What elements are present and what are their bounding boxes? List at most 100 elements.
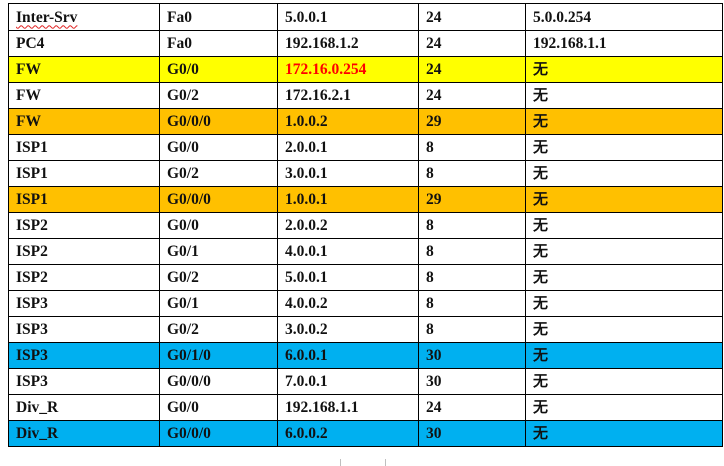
interface-cell[interactable]: G0/2: [159, 264, 278, 291]
gateway-cell[interactable]: 5.0.0.254: [525, 3, 723, 31]
table-row: FW G0/0 172.16.0.254 24 无: [8, 56, 723, 83]
interface-cell[interactable]: G0/2: [159, 160, 278, 187]
mask-cell[interactable]: 24: [418, 82, 526, 109]
mask-cell[interactable]: 29: [418, 108, 526, 135]
ip-cell[interactable]: 5.0.0.1: [277, 3, 419, 31]
table-row: ISP3 G0/0/0 7.0.0.1 30 无: [8, 368, 723, 395]
ip-cell[interactable]: 5.0.0.1: [277, 264, 419, 291]
interface-cell[interactable]: G0/0: [159, 134, 278, 161]
gateway-cell[interactable]: 无: [525, 342, 723, 369]
interface-cell[interactable]: G0/0: [159, 212, 278, 239]
ip-cell[interactable]: 3.0.0.2: [277, 316, 419, 343]
interface-cell[interactable]: G0/2: [159, 316, 278, 343]
table-row: PC4 Fa0 192.168.1.2 24 192.168.1.1: [8, 30, 723, 57]
mask-cell[interactable]: 8: [418, 290, 526, 317]
table-row: ISP3 G0/1 4.0.0.2 8 无: [8, 290, 723, 317]
ip-cell[interactable]: 4.0.0.2: [277, 290, 419, 317]
interface-cell[interactable]: Fa0: [159, 3, 278, 31]
gateway-cell[interactable]: 无: [525, 82, 723, 109]
ip-cell[interactable]: 1.0.0.2: [277, 108, 419, 135]
table-row: FW G0/2 172.16.2.1 24 无: [8, 82, 723, 109]
device-cell[interactable]: FW: [8, 108, 160, 135]
mask-cell[interactable]: 8: [418, 160, 526, 187]
ip-address-table: Inter-Srv Fa0 5.0.0.1 24 5.0.0.254 PC4 F…: [8, 3, 723, 447]
device-cell[interactable]: ISP1: [8, 134, 160, 161]
mask-cell[interactable]: 8: [418, 316, 526, 343]
ip-cell[interactable]: 2.0.0.2: [277, 212, 419, 239]
gateway-cell[interactable]: 无: [525, 108, 723, 135]
interface-cell[interactable]: G0/0/0: [159, 108, 278, 135]
mask-cell[interactable]: 8: [418, 238, 526, 265]
interface-cell[interactable]: G0/2: [159, 82, 278, 109]
ip-cell[interactable]: 172.16.0.254: [277, 56, 419, 83]
interface-cell[interactable]: G0/0/0: [159, 420, 278, 447]
interface-cell[interactable]: G0/1: [159, 238, 278, 265]
mask-cell[interactable]: 8: [418, 264, 526, 291]
mask-cell[interactable]: 24: [418, 3, 526, 31]
mask-cell[interactable]: 8: [418, 134, 526, 161]
interface-cell[interactable]: G0/0: [159, 394, 278, 421]
interface-cell[interactable]: G0/0/0: [159, 368, 278, 395]
mask-cell[interactable]: 24: [418, 56, 526, 83]
gateway-cell[interactable]: 无: [525, 368, 723, 395]
gateway-cell[interactable]: 无: [525, 186, 723, 213]
gateway-cell[interactable]: 无: [525, 316, 723, 343]
ip-cell[interactable]: 7.0.0.1: [277, 368, 419, 395]
device-cell[interactable]: ISP1: [8, 160, 160, 187]
gateway-cell[interactable]: 无: [525, 134, 723, 161]
interface-cell[interactable]: G0/1/0: [159, 342, 278, 369]
mask-cell[interactable]: 24: [418, 30, 526, 57]
gateway-cell[interactable]: 无: [525, 264, 723, 291]
gateway-cell[interactable]: 无: [525, 420, 723, 447]
table-row: ISP3 G0/1/0 6.0.0.1 30 无: [8, 342, 723, 369]
ip-cell[interactable]: 172.16.2.1: [277, 82, 419, 109]
interface-cell[interactable]: G0/1: [159, 290, 278, 317]
gateway-cell[interactable]: 无: [525, 212, 723, 239]
table-row: FW G0/0/0 1.0.0.2 29 无: [8, 108, 723, 135]
mask-cell[interactable]: 24: [418, 394, 526, 421]
interface-cell[interactable]: Fa0: [159, 30, 278, 57]
ip-cell[interactable]: 6.0.0.1: [277, 342, 419, 369]
ip-cell[interactable]: 6.0.0.2: [277, 420, 419, 447]
ip-cell[interactable]: 1.0.0.1: [277, 186, 419, 213]
table-row: Inter-Srv Fa0 5.0.0.1 24 5.0.0.254: [8, 3, 723, 31]
table-row: ISP2 G0/1 4.0.0.1 8 无: [8, 238, 723, 265]
device-cell[interactable]: ISP2: [8, 212, 160, 239]
mask-cell[interactable]: 29: [418, 186, 526, 213]
device-cell[interactable]: FW: [8, 82, 160, 109]
ip-cell[interactable]: 192.168.1.2: [277, 30, 419, 57]
device-cell[interactable]: FW: [8, 56, 160, 83]
mask-cell[interactable]: 30: [418, 368, 526, 395]
device-cell[interactable]: ISP3: [8, 368, 160, 395]
gateway-cell[interactable]: 192.168.1.1: [525, 30, 723, 57]
device-cell[interactable]: ISP1: [8, 186, 160, 213]
ip-cell[interactable]: 3.0.0.1: [277, 160, 419, 187]
gateway-cell[interactable]: 无: [525, 160, 723, 187]
mask-cell[interactable]: 8: [418, 212, 526, 239]
table-row: Div_R G0/0/0 6.0.0.2 30 无: [8, 420, 723, 447]
device-cell[interactable]: ISP3: [8, 290, 160, 317]
device-cell[interactable]: ISP3: [8, 316, 160, 343]
ip-cell[interactable]: 4.0.0.1: [277, 238, 419, 265]
mask-cell[interactable]: 30: [418, 420, 526, 447]
table-row: ISP1 G0/0 2.0.0.1 8 无: [8, 134, 723, 161]
device-cell[interactable]: PC4: [8, 30, 160, 57]
ip-cell[interactable]: 192.168.1.1: [277, 394, 419, 421]
gateway-cell[interactable]: 无: [525, 56, 723, 83]
device-cell[interactable]: Inter-Srv: [8, 3, 160, 31]
interface-cell[interactable]: G0/0/0: [159, 186, 278, 213]
gateway-cell[interactable]: 无: [525, 238, 723, 265]
gateway-cell[interactable]: 无: [525, 290, 723, 317]
device-cell[interactable]: ISP3: [8, 342, 160, 369]
table-row: ISP2 G0/0 2.0.0.2 8 无: [8, 212, 723, 239]
ip-cell[interactable]: 2.0.0.1: [277, 134, 419, 161]
device-cell[interactable]: Div_R: [8, 394, 160, 421]
device-cell[interactable]: Div_R: [8, 420, 160, 447]
interface-cell[interactable]: G0/0: [159, 56, 278, 83]
mask-cell[interactable]: 30: [418, 342, 526, 369]
device-cell[interactable]: ISP2: [8, 238, 160, 265]
table-row: ISP1 G0/2 3.0.0.1 8 无: [8, 160, 723, 187]
device-cell[interactable]: ISP2: [8, 264, 160, 291]
gateway-cell[interactable]: 无: [525, 394, 723, 421]
